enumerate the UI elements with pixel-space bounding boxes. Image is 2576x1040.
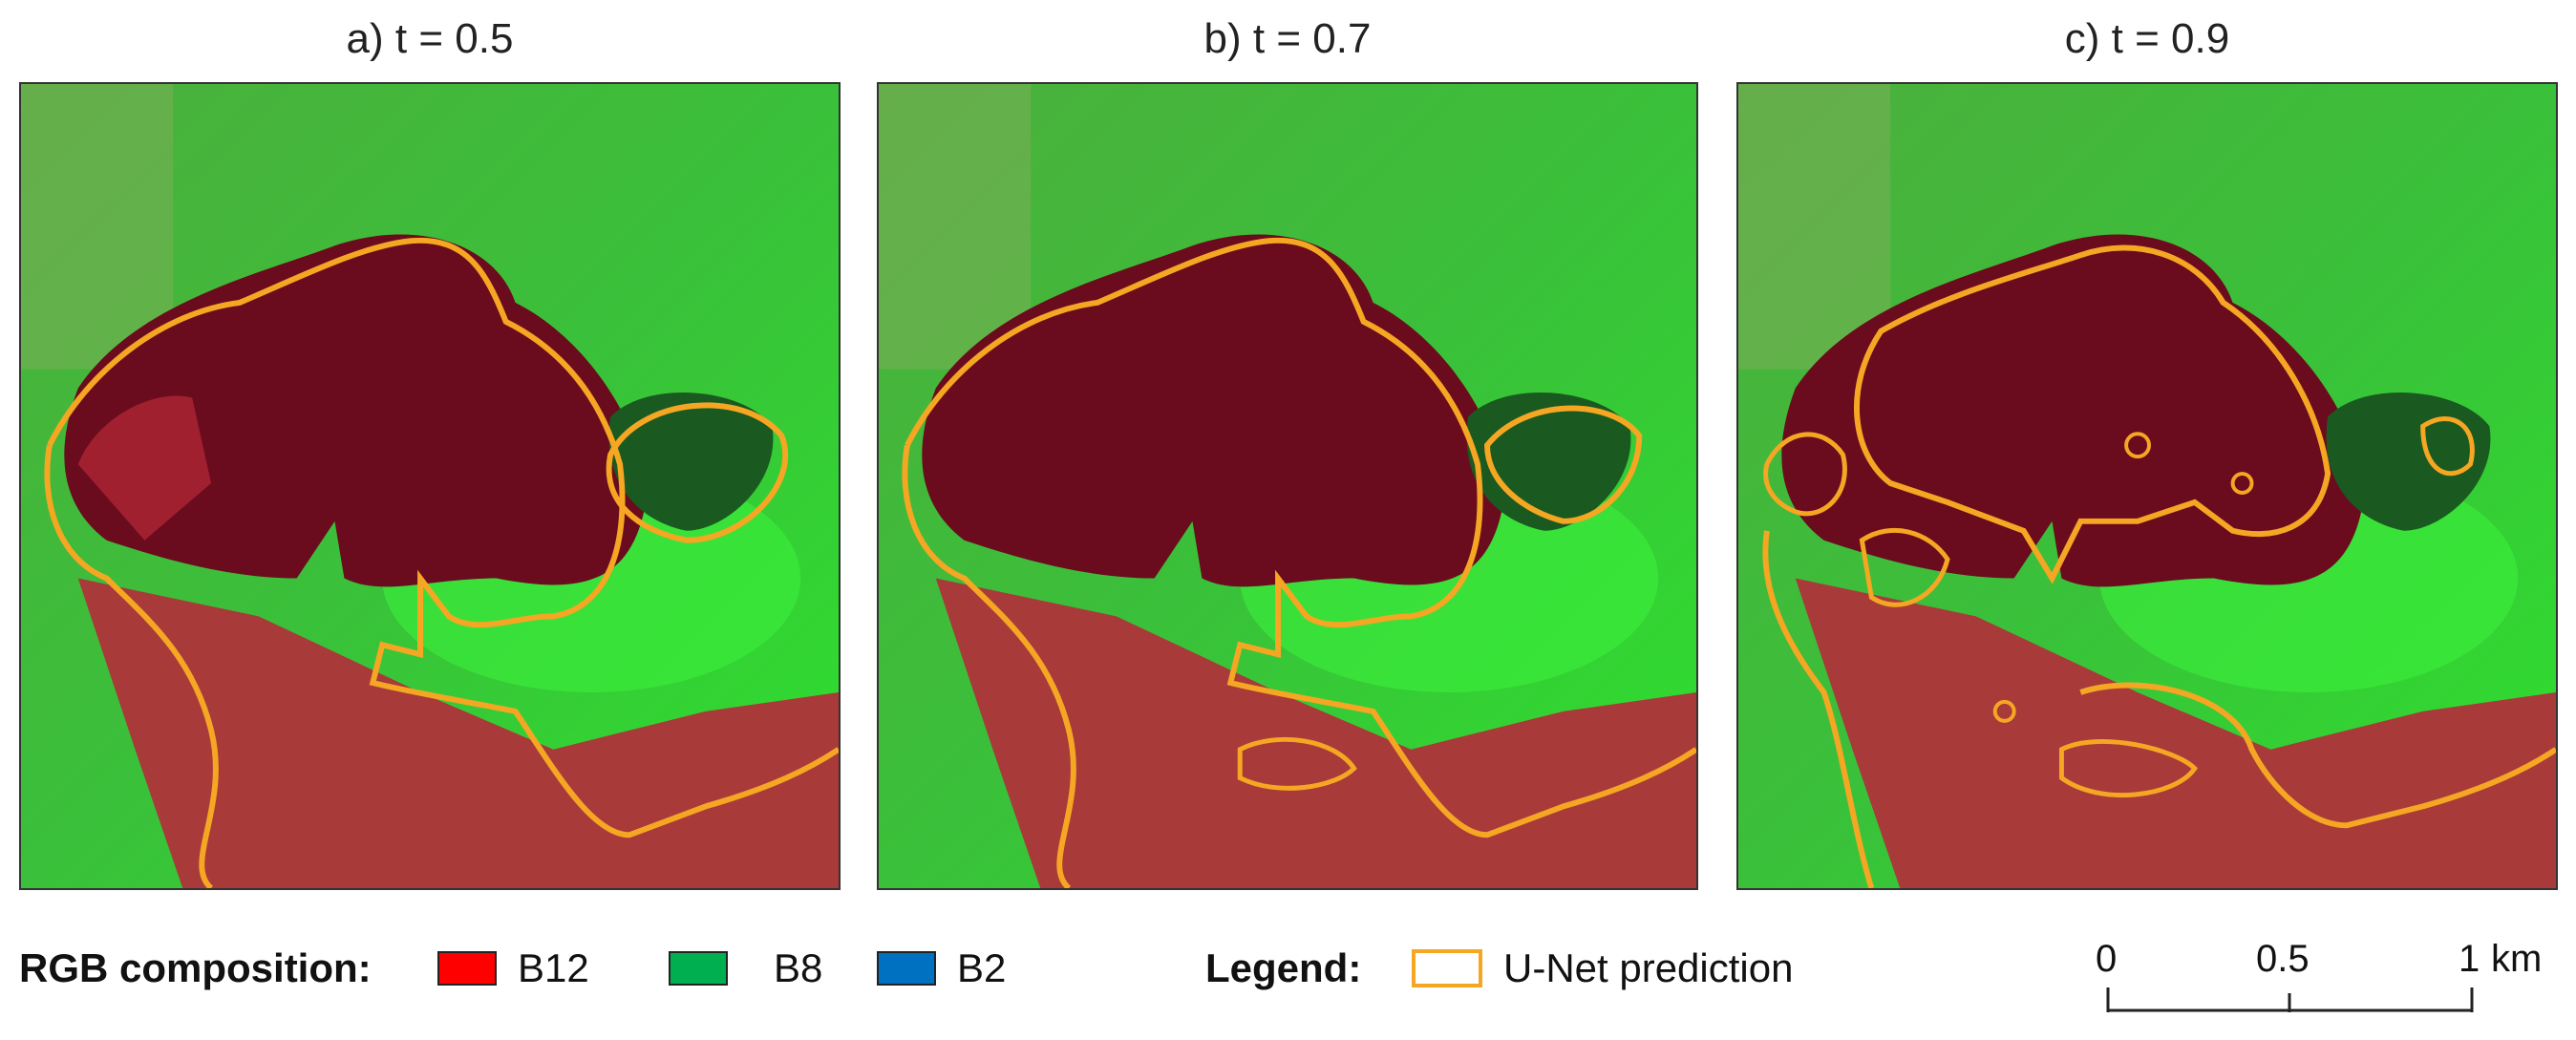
label-b2: B2 (957, 945, 1007, 990)
scale-tick-1: 1 (2459, 938, 2480, 980)
legend-swatch-unet (1412, 949, 1482, 987)
panel-title-b: b) t = 0.7 (1203, 15, 1372, 62)
scale-tick-half: 0.5 (2256, 938, 2310, 980)
satellite-panel-a (19, 82, 841, 890)
satellite-image-c (1738, 84, 2556, 888)
legend-label-unet: U-Net prediction (1503, 945, 1794, 990)
scale-unit: km (2491, 938, 2543, 980)
scale-tick-0: 0 (2096, 938, 2118, 980)
panel-title-c: c) t = 0.9 (2064, 15, 2230, 62)
panel-title-a: a) t = 0.5 (346, 15, 514, 62)
satellite-image-a (21, 84, 839, 888)
legend-title: Legend: (1205, 945, 1362, 990)
satellite-panel-c (1736, 82, 2558, 890)
label-b12: B12 (518, 945, 589, 990)
swatch-b12 (437, 951, 497, 986)
label-b8: B8 (774, 945, 823, 990)
satellite-image-b (879, 84, 1696, 888)
scale-bar (2106, 987, 2474, 1012)
satellite-panel-b (877, 82, 1698, 890)
swatch-b2 (877, 951, 936, 986)
swatch-b8 (669, 951, 728, 986)
rgb-composition-title: RGB composition: (19, 945, 372, 990)
